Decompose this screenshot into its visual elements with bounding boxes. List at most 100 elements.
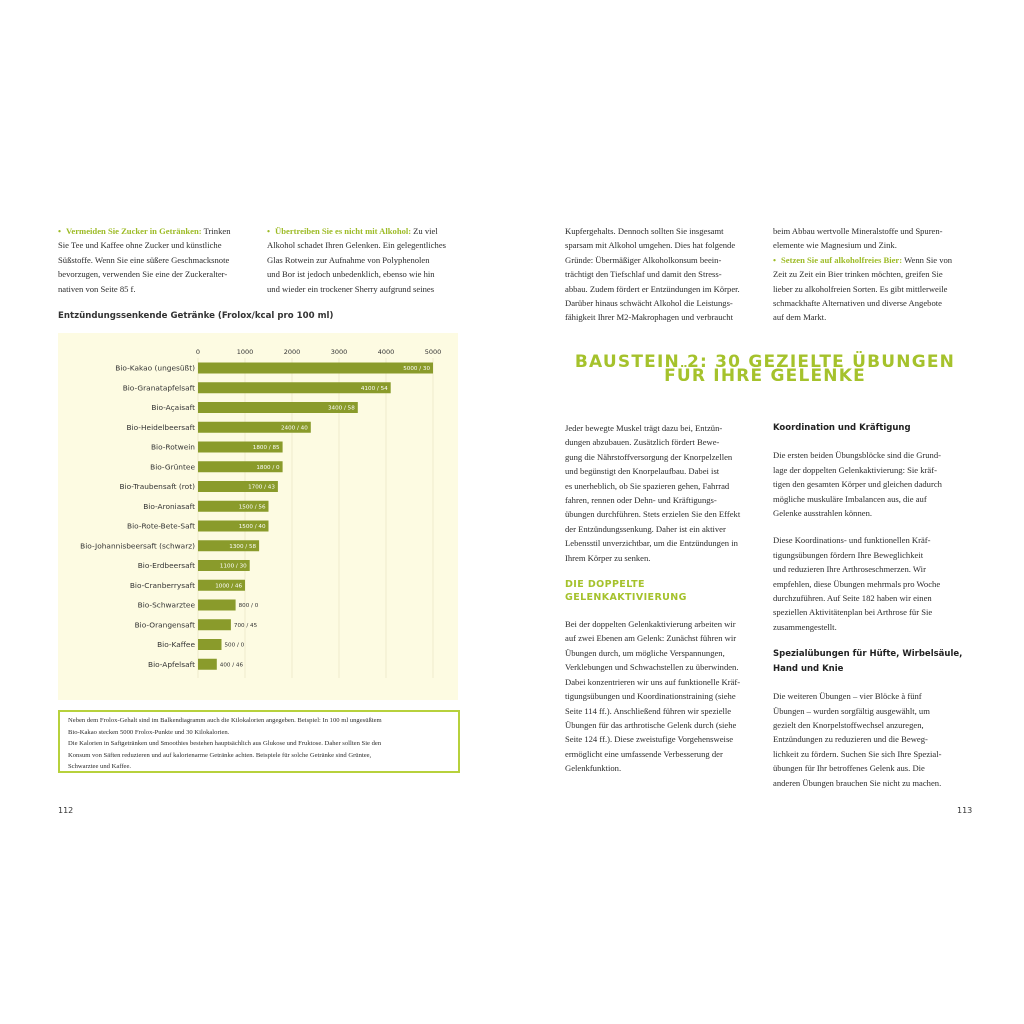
y-tick-label: Bio-Cranberrysaft: [130, 581, 195, 590]
text-column: Koordination und Kräftigung Die ersten be…: [773, 421, 973, 790]
value-label: 2400 / 40: [281, 425, 308, 431]
text-line: Entzündungen zu reduzieren und die Beweg…: [773, 734, 928, 745]
text-line: Übertreiben Sie es nicht mit Alkohol:Zu …: [267, 224, 467, 238]
paragraph: Jeder bewegte Muskel trägt dazu bei, Ent…: [565, 421, 765, 565]
bullet-text: Wenn Sie von: [904, 254, 953, 265]
subheading: Koordination und Kräftigung: [773, 421, 973, 435]
text-line: Kupfergehalts. Dennoch sollten Sie insge…: [565, 226, 724, 236]
text-line: auf zwei Ebenen am Gelenk: Zunächst führ…: [565, 633, 737, 644]
text-line: schmackhafte Alternativen und diverse An…: [773, 298, 942, 309]
text-line: mögliche muskuläre Imbalancen aus, die a…: [773, 493, 927, 504]
page-number: 112: [58, 806, 74, 815]
bar: [198, 619, 231, 631]
text-line: Übungen – wurden sorgfältig ausgewählt, …: [773, 705, 930, 716]
bar: [198, 441, 283, 453]
bar: [198, 362, 433, 374]
bullet-lead: Vermeiden Sie Zucker in Getränken:: [58, 226, 202, 236]
bullet-text: Trinken: [203, 226, 231, 236]
text-line: Die Kalorien in Saftgetränken und Smooth…: [68, 740, 382, 747]
subheading: Spezialübungen für Hüfte, Wirbelsäule, Ha…: [773, 647, 973, 676]
value-label: 500 / 0: [225, 643, 245, 649]
text-column: Kupfergehalts. Dennoch sollten Sie insge…: [565, 224, 765, 325]
bar: [198, 461, 283, 473]
text-line: und begünstigt den Knorpelaufbau. Dabei …: [565, 466, 720, 477]
bullet-text: Zu viel: [413, 226, 438, 236]
y-tick-label: Bio-Rotwein: [151, 443, 195, 452]
bar: [198, 520, 269, 532]
bullet-lead: Setzen Sie auf alkoholfreies Bier:: [773, 255, 902, 265]
text-line: dungen abzubauen. Zusätzlich fördert Bew…: [565, 437, 720, 448]
bar: [198, 481, 278, 492]
bar: [198, 500, 269, 512]
note-box: Neben dem Frolox-Gehalt sind im Balkendi…: [58, 710, 460, 773]
x-tick-label: 3000: [331, 348, 348, 356]
text-line: Bio-Kakao stecken 5000 Frolox-Punkte und…: [68, 728, 230, 736]
text-line: tigen den gesamten Körper und gleichen d…: [773, 479, 942, 490]
chart-title: Entzündungssenkende Getränke (Frolox/kca…: [58, 311, 334, 321]
value-label: 700 / 45: [234, 623, 258, 629]
text-line: Setzen Sie auf alkoholfreies Bier:Wenn S…: [773, 253, 973, 267]
text-line: Neben dem Frolox-Gehalt sind im Balkendi…: [68, 717, 382, 724]
text-line: lieber zu alkoholfreien Sorten. Es gibt …: [773, 283, 948, 294]
paragraph: Vermeiden Sie Zucker in Getränken:Trinke…: [58, 224, 258, 296]
y-tick-label: Bio-Grüntee: [150, 462, 195, 471]
value-label: 1800 / 0: [256, 465, 280, 471]
text-line: trächtigt den Tiefschlaf und damit den S…: [565, 269, 722, 280]
text-line: Verklebungen und Schwachstellen zu überw…: [565, 662, 739, 673]
paragraph: Die ersten beiden Übungsblöcke sind die …: [773, 448, 973, 520]
text-line: elemente wie Magnesium und Zink.: [773, 240, 897, 251]
y-tick-label: Bio-Johannisbeersaft (schwarz): [80, 541, 195, 550]
text-line: FÜR IHRE GELENKE: [664, 366, 866, 387]
text-line: empfehlen, diese Übungen mehrmals pro Wo…: [773, 578, 941, 589]
text-line: Süßstoffe. Wenn Sie eine süßere Geschmac…: [58, 254, 230, 265]
y-tick-label: Bio-Kakao (ungesüßt): [115, 364, 195, 373]
paragraph: beim Abbau wertvolle Mineralstoffe und S…: [773, 224, 973, 325]
text-line: und wieder ein trockener Sherry aufgrund…: [267, 283, 435, 294]
section-title: BAUSTEIN 2: 30 GEZIELTE ÜBUNGEN FÜR IHRE …: [565, 353, 965, 387]
bar: [198, 579, 245, 591]
text-line: Sie Tee und Kaffee ohne Zucker und künst…: [58, 240, 222, 251]
value-label: 1700 / 43: [248, 485, 275, 491]
bar: [198, 639, 222, 650]
chart: 0 1000 2000 3000 4000 5000 Bio-Kakao (ungesüßt…: [58, 333, 458, 700]
x-tick-label: 4000: [378, 348, 395, 356]
y-tick-label: Bio-Rote-Bete-Saft: [127, 522, 195, 531]
text-line: Hand und Knie: [773, 663, 844, 674]
text-line: fähigkeit Ihrer M2-Makrophagen und verbr…: [565, 312, 733, 323]
bar: [198, 599, 236, 611]
text-line: lage der doppelten Gelenkaktivierung: Si…: [773, 464, 937, 475]
text-line: zusammengestellt.: [773, 621, 837, 632]
text-line: Spezialübungen für Hüfte, Wirbelsäule,: [773, 649, 963, 660]
text-line: gung die Nährstoffversorgung der Knorpel…: [565, 451, 733, 462]
text-line: tigungsübungen und Koordinationstraining…: [565, 691, 736, 702]
paragraph: Bei der doppelten Gelenkaktivierung arbe…: [565, 617, 765, 775]
text-line: Konsum von Säften reduzieren und auf kal…: [68, 751, 372, 759]
text-line: abbau. Zudem fördert er Entzündungen im …: [565, 283, 740, 294]
value-label: 1500 / 56: [239, 504, 266, 510]
text-line: anderen Übungen brauchen Sie nicht zu ma…: [773, 777, 942, 788]
value-label: 1800 / 85: [253, 445, 280, 451]
bar: [198, 382, 391, 394]
text-column: beim Abbau wertvolle Mineralstoffe und S…: [773, 224, 973, 325]
text-line: sparsam mit Alkohol umgehen. Dies hat fo…: [565, 240, 736, 251]
value-label: 4100 / 54: [361, 386, 388, 392]
bar: [198, 402, 358, 413]
bar: [198, 560, 250, 571]
text-line: Seite 124 ff.). Diese zweistufige Vorgeh…: [565, 734, 734, 745]
x-tick-label: 5000: [425, 348, 442, 356]
page-number: 113: [957, 806, 973, 815]
text-line: Dabei konzentrieren wir uns auf funktion…: [565, 676, 741, 687]
y-tick-label: Bio-Orangensaft: [135, 620, 195, 629]
value-label: 1100 / 30: [220, 564, 247, 570]
chart-background: [58, 333, 458, 700]
text-column: Übertreiben Sie es nicht mit Alkohol:Zu …: [267, 224, 467, 296]
x-tick-label: 2000: [284, 348, 301, 356]
text-line: Die ersten beiden Übungsblöcke sind die …: [773, 450, 942, 461]
text-line: Alkohol schadet Ihren Gelenken. Ein gele…: [267, 240, 446, 251]
x-tick-label: 0: [196, 348, 200, 356]
text-line: Zeit zu Zeit ein Bier trinken möchten, g…: [773, 269, 943, 280]
text-line: auf dem Markt.: [773, 312, 827, 323]
text-line: Darüber hinaus schwächt Alkohol die Leis…: [565, 298, 733, 309]
value-label: 1300 / 58: [229, 544, 256, 550]
